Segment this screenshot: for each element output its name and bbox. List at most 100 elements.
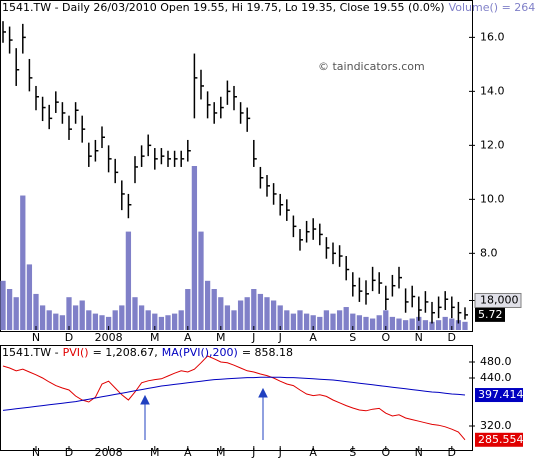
chart-title: 1541.TW - Daily 26/03/2010 Open 19.55, H… <box>2 1 445 14</box>
volume-bar <box>178 310 184 330</box>
volume-bar <box>270 300 277 330</box>
volume-bar <box>79 300 85 330</box>
x-tick-label: O <box>381 331 390 344</box>
x-tick-label: J <box>278 331 282 344</box>
volume-tick-label: 18,000 <box>480 293 519 306</box>
volume-bar <box>330 313 336 330</box>
volume-bar <box>224 305 231 330</box>
volume-bar <box>119 305 125 330</box>
volume-bar <box>251 289 257 330</box>
x-tick-label: N <box>32 446 40 459</box>
volume-bar <box>343 307 349 330</box>
volume-bar <box>383 310 389 330</box>
x-tick-label: J <box>251 331 255 344</box>
volume-bar <box>125 231 132 330</box>
y-tick-label: 480.0 <box>480 355 512 368</box>
x-tick-label: D <box>65 331 73 344</box>
volume-bar <box>39 305 46 330</box>
volume-bar <box>53 313 59 330</box>
x-tick-label: J <box>278 446 282 459</box>
x-tick-label: A <box>184 331 192 344</box>
x-tick-label: D <box>448 446 456 459</box>
volume-bar <box>204 280 211 330</box>
x-tick-label: M <box>150 331 160 344</box>
last-price-label: 5.72 <box>478 308 503 321</box>
x-tick-label: N <box>32 331 40 344</box>
volume-bar <box>389 316 396 330</box>
volume-bar <box>369 318 376 330</box>
volume-bar <box>396 318 402 330</box>
y-tick-label: 10.0 <box>480 192 505 205</box>
volume-bar <box>402 320 409 330</box>
volume-bar <box>277 305 283 330</box>
volume-bar <box>363 316 369 330</box>
volume-bar <box>323 310 330 330</box>
x-tick-label: N <box>415 446 423 459</box>
arrow-head <box>258 387 268 398</box>
volume-bar <box>356 315 363 330</box>
volume-tick-box <box>474 292 522 308</box>
y-tick-label: 16.0 <box>480 30 505 43</box>
volume-bar <box>237 300 244 330</box>
volume-bar <box>350 313 356 330</box>
x-tick-label: A <box>309 446 317 459</box>
x-tick-label: O <box>381 446 390 459</box>
volume-bar <box>145 310 151 330</box>
x-tick-label: D <box>65 446 73 459</box>
volume-bar <box>20 195 26 330</box>
volume-bar <box>191 166 198 330</box>
price-panel <box>0 0 473 332</box>
x-tick-label: A <box>309 331 317 344</box>
indicator-line <box>2 355 466 441</box>
volume-bar <box>66 297 72 330</box>
volume-bar <box>105 316 112 330</box>
volume-bar <box>99 315 105 330</box>
volume-bar <box>6 289 13 330</box>
volume-bar <box>165 315 171 330</box>
legend-name: PVI() <box>63 346 89 359</box>
indicator-line <box>2 376 466 411</box>
last-value-box <box>475 432 523 447</box>
volume-bar <box>152 313 158 330</box>
volume-bar <box>132 297 138 330</box>
y-tick-label: 440.0 <box>480 371 512 384</box>
volume-bar <box>46 310 52 330</box>
volume-bar <box>455 320 462 330</box>
y-tick-label: 320.0 <box>480 419 512 432</box>
volume-bar <box>158 316 165 330</box>
volume-bar <box>317 316 323 330</box>
volume-bar <box>435 320 442 330</box>
volume-bar <box>310 315 316 330</box>
volume-bar <box>198 231 204 330</box>
volume-bar <box>462 321 468 330</box>
volume-bar <box>264 297 270 330</box>
legend-readout: = 1,208.67, <box>93 346 158 359</box>
volume-bar <box>429 321 435 330</box>
last-value-label: 285.554 <box>478 433 524 446</box>
volume-bar <box>442 316 448 330</box>
volume-bar <box>297 310 303 330</box>
x-tick-label: D <box>448 331 456 344</box>
volume-bar <box>59 315 66 330</box>
watermark: © taindicators.com <box>318 60 425 73</box>
volume-bar <box>0 280 6 330</box>
x-tick-label: M <box>150 446 160 459</box>
signal-arrows <box>140 387 268 440</box>
x-tick-label: A <box>184 446 192 459</box>
volume-bar <box>231 310 237 330</box>
volume-bar <box>218 297 224 330</box>
volume-bar <box>376 315 382 330</box>
volume-bar <box>422 320 429 330</box>
volume-bar <box>257 293 264 330</box>
volume-bar <box>244 297 250 330</box>
volume-bar <box>303 313 310 330</box>
volume-bar <box>112 310 118 330</box>
y-tick-label: 14.0 <box>480 84 505 97</box>
volume-bar <box>284 310 290 330</box>
x-tick-label: S <box>349 331 356 344</box>
volume-title: Volume() = 264, <box>449 1 536 14</box>
volume-bar <box>409 318 415 330</box>
x-tick-label: M <box>216 446 226 459</box>
